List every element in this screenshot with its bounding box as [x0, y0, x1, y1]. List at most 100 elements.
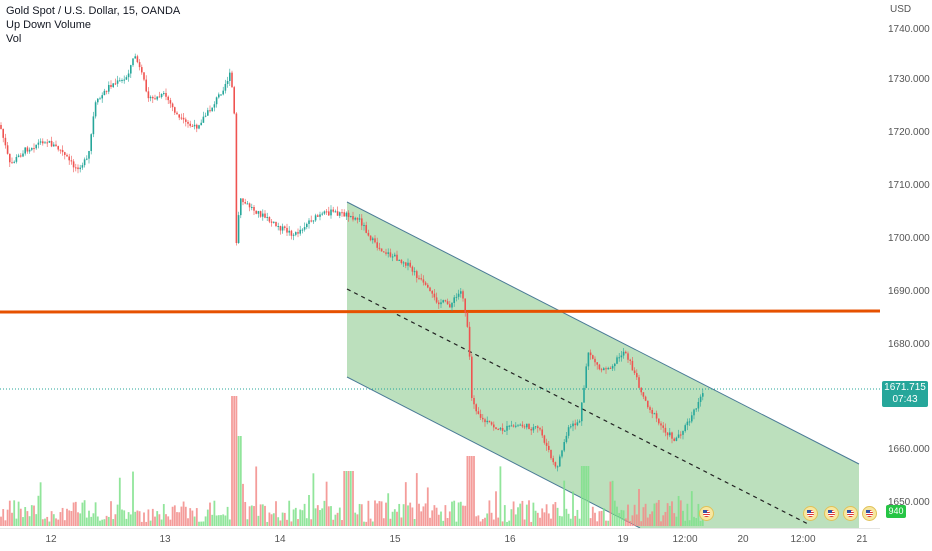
indicator-vol[interactable]: Vol — [6, 33, 22, 45]
candle-body — [365, 225, 367, 233]
channel-upper-line[interactable] — [346, 201, 860, 465]
candle-body — [405, 262, 407, 266]
volume-bar — [184, 506, 187, 526]
candle-body — [482, 417, 484, 420]
regression-channel-fill[interactable] — [347, 202, 859, 528]
volume-bar — [574, 515, 577, 526]
candle-body — [222, 90, 224, 95]
chart-area[interactable]: Gold Spot / U.S. Dollar, 15, OANDA Up Do… — [0, 0, 880, 528]
candle-body — [343, 212, 345, 217]
candle-body — [53, 144, 55, 147]
candle-body — [15, 156, 18, 162]
candle-body — [154, 98, 156, 100]
volume-bar — [248, 506, 251, 526]
volume-bar — [213, 500, 216, 526]
volume-bar — [321, 508, 324, 526]
candle-body — [438, 302, 440, 305]
volume-bar — [567, 513, 570, 526]
volume-bar — [354, 512, 357, 526]
candle-body — [204, 115, 207, 117]
us-flag-event-icon[interactable] — [843, 506, 858, 521]
volume-bar — [250, 505, 253, 526]
candle-body — [519, 424, 521, 426]
volume-bar — [226, 506, 229, 526]
volume-bar — [297, 519, 299, 526]
candle-body — [233, 87, 235, 114]
price-axis[interactable] — [880, 0, 932, 528]
time-label: 14 — [274, 534, 286, 545]
candle-body — [424, 282, 427, 285]
candle-body — [550, 449, 552, 459]
price-chart[interactable] — [0, 0, 880, 528]
candle-body — [127, 73, 130, 78]
candle-body — [510, 425, 513, 427]
candle-body — [374, 238, 376, 243]
candle-body — [666, 432, 669, 436]
candle-body — [633, 370, 636, 374]
us-flag-event-icon[interactable] — [699, 506, 714, 521]
candle-body — [341, 212, 343, 214]
volume-bar — [385, 502, 387, 526]
volume-bar — [209, 502, 211, 526]
candle-body — [22, 153, 24, 157]
volume-bar — [550, 518, 552, 526]
volume-bar — [633, 504, 636, 526]
candle-body — [180, 117, 183, 119]
price-label: 1700.000 — [888, 233, 930, 244]
volume-bar — [585, 466, 588, 526]
indicator-up-down-volume[interactable]: Up Down Volume — [6, 19, 91, 31]
volume-bar — [314, 508, 317, 526]
channel-mid-line[interactable] — [346, 288, 811, 526]
volume-bar — [103, 519, 106, 526]
volume-bar — [59, 512, 62, 526]
candle-body — [68, 156, 70, 161]
candle-body — [473, 397, 475, 405]
candle-body — [86, 158, 88, 160]
candle-body — [570, 426, 572, 428]
candle-body — [116, 80, 119, 84]
candle-body — [28, 149, 31, 152]
volume-bar — [693, 516, 695, 526]
volume-bar — [596, 521, 599, 526]
candle-body — [471, 356, 473, 398]
candle-body — [611, 366, 614, 369]
volume-bar — [594, 512, 596, 526]
us-flag-event-icon[interactable] — [803, 506, 818, 521]
candle-body — [330, 209, 332, 216]
candle-body — [391, 256, 394, 258]
candle-body — [251, 206, 253, 208]
volume-bar — [132, 471, 134, 526]
volume-bar — [413, 519, 416, 526]
volume-bar — [224, 515, 227, 526]
channel-lower-line[interactable] — [346, 376, 641, 528]
candle-body — [281, 226, 284, 231]
us-flag-event-icon[interactable] — [862, 506, 877, 521]
volume-bar — [613, 500, 616, 526]
candle-body — [691, 415, 693, 422]
time-axis[interactable]: 12 13 14 15 16 19 12:00 20 12:00 21 — [0, 528, 880, 551]
volume-bar — [107, 516, 110, 526]
us-flag-event-icon[interactable] — [824, 506, 839, 521]
volume-bar — [475, 516, 478, 526]
candle-body — [57, 146, 59, 150]
candle-body — [429, 287, 431, 291]
candle-body — [636, 373, 638, 378]
candle-body — [145, 79, 147, 92]
volume-bar — [358, 503, 361, 526]
volume-bar — [499, 466, 502, 526]
candle-body — [13, 161, 15, 163]
candle-body — [435, 297, 438, 303]
volume-bar — [514, 514, 517, 526]
volume-bar — [387, 493, 390, 526]
candle-body — [622, 351, 625, 356]
candle-body — [37, 142, 40, 145]
volume-bar — [233, 396, 236, 526]
candle-body — [559, 456, 561, 467]
volume-bar — [215, 515, 218, 526]
volume-bar — [156, 511, 159, 526]
candle-body — [352, 216, 354, 220]
symbol-title[interactable]: Gold Spot / U.S. Dollar, 15, OANDA — [6, 5, 181, 17]
volume-bar — [319, 510, 321, 526]
horizontal-level-line[interactable] — [0, 309, 880, 314]
volume-bar — [63, 520, 66, 526]
